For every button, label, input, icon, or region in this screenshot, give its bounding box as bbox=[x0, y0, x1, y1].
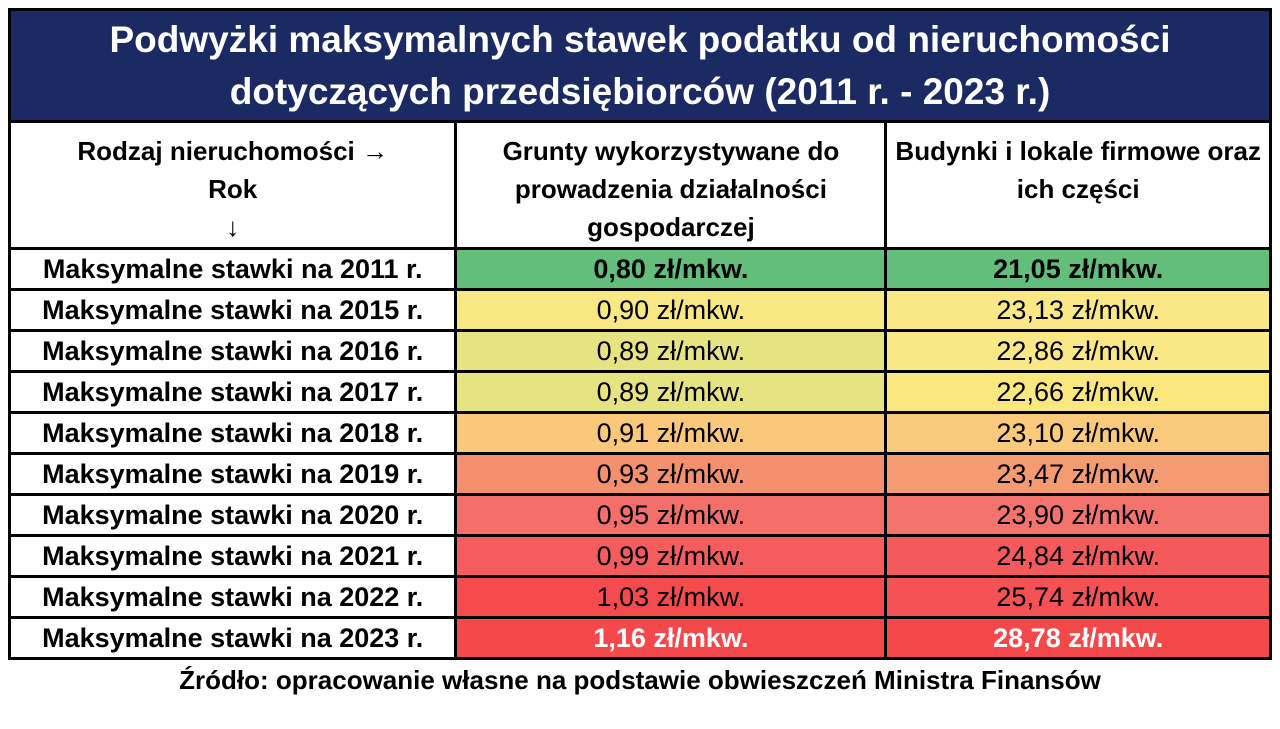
tax-rates-table: Rodzaj nieruchomości → Rok ↓ Grunty wyko… bbox=[7, 120, 1272, 660]
budynki-value: 21,05 zł/mkw. bbox=[884, 247, 1272, 291]
page-title-line2: dotyczących przedsiębiorców (2011 r. - 2… bbox=[229, 70, 1051, 112]
row-label: Maksymalne stawki na 2021 r. bbox=[7, 534, 458, 578]
grunty-value: 0,91 zł/mkw. bbox=[454, 411, 888, 455]
grunty-value: 0,80 zł/mkw. bbox=[454, 247, 888, 291]
table-row-2015: Maksymalne stawki na 2015 r. 0,90 zł/mkw… bbox=[7, 288, 1272, 332]
table-row-2017: Maksymalne stawki na 2017 r. 0,89 zł/mkw… bbox=[7, 370, 1272, 414]
budynki-value: 22,86 zł/mkw. bbox=[884, 329, 1272, 373]
table-row-2022: Maksymalne stawki na 2022 r. 1,03 zł/mkw… bbox=[7, 575, 1272, 619]
budynki-value: 23,90 zł/mkw. bbox=[884, 493, 1272, 537]
budynki-value: 22,66 zł/mkw. bbox=[884, 370, 1272, 414]
source-note: Źródło: opracowanie własne na podstawie … bbox=[179, 665, 1101, 695]
row-label: Maksymalne stawki na 2018 r. bbox=[7, 411, 458, 455]
table-row-2023: Maksymalne stawki na 2023 r. 1,16 zł/mkw… bbox=[7, 616, 1272, 660]
header-grunty: Grunty wykorzystywane do prowadzenia dzi… bbox=[454, 120, 888, 250]
row-label: Maksymalne stawki na 2015 r. bbox=[7, 288, 458, 332]
table-row-2019: Maksymalne stawki na 2019 r. 0,93 zł/mkw… bbox=[7, 452, 1272, 496]
row-label: Maksymalne stawki na 2019 r. bbox=[7, 452, 458, 496]
table-row-2016: Maksymalne stawki na 2016 r. 0,89 zł/mkw… bbox=[7, 329, 1272, 373]
page-title: Podwyżki maksymalnych stawek podatku od … bbox=[8, 8, 1272, 120]
row-label: Maksymalne stawki na 2020 r. bbox=[7, 493, 458, 537]
row-label: Maksymalne stawki na 2017 r. bbox=[7, 370, 458, 414]
row-label: Maksymalne stawki na 2022 r. bbox=[7, 575, 458, 619]
header-rodzaj-rok: Rodzaj nieruchomości → Rok ↓ bbox=[7, 120, 458, 250]
grunty-value: 0,99 zł/mkw. bbox=[454, 534, 888, 578]
infographic: Podwyżki maksymalnych stawek podatku od … bbox=[7, 8, 1272, 695]
grunty-value: 0,95 zł/mkw. bbox=[454, 493, 888, 537]
grunty-value: 0,90 zł/mkw. bbox=[454, 288, 888, 332]
table-row-2021: Maksymalne stawki na 2021 r. 0,99 zł/mkw… bbox=[7, 534, 1272, 578]
budynki-value: 23,13 zł/mkw. bbox=[884, 288, 1272, 332]
budynki-value: 23,10 zł/mkw. bbox=[884, 411, 1272, 455]
grunty-value: 1,03 zł/mkw. bbox=[454, 575, 888, 619]
budynki-value: 24,84 zł/mkw. bbox=[884, 534, 1272, 578]
row-label: Maksymalne stawki na 2023 r. bbox=[7, 616, 458, 660]
row-label: Maksymalne stawki na 2011 r. bbox=[7, 247, 458, 291]
budynki-value: 23,47 zł/mkw. bbox=[884, 452, 1272, 496]
page-title-line1: Podwyżki maksymalnych stawek podatku od … bbox=[109, 18, 1171, 60]
grunty-value: 0,89 zł/mkw. bbox=[454, 329, 888, 373]
header-row: Rodzaj nieruchomości → Rok ↓ Grunty wyko… bbox=[7, 120, 1272, 250]
grunty-value: 0,93 zł/mkw. bbox=[454, 452, 888, 496]
arrow-down-icon: ↓ bbox=[226, 212, 240, 242]
grunty-value: 0,89 zł/mkw. bbox=[454, 370, 888, 414]
table-row-2020: Maksymalne stawki na 2020 r. 0,95 zł/mkw… bbox=[7, 493, 1272, 537]
row-label: Maksymalne stawki na 2016 r. bbox=[7, 329, 458, 373]
grunty-value: 1,16 zł/mkw. bbox=[454, 616, 888, 660]
header-rodzaj-label: Rodzaj nieruchomości → bbox=[77, 136, 388, 166]
header-budynki: Budynki i lokale firmowe oraz ich części bbox=[884, 120, 1272, 250]
header-rok-label: Rok bbox=[208, 174, 258, 204]
table-row-2011: Maksymalne stawki na 2011 r. 0,80 zł/mkw… bbox=[7, 247, 1272, 291]
budynki-value: 25,74 zł/mkw. bbox=[884, 575, 1272, 619]
budynki-value: 28,78 zł/mkw. bbox=[884, 616, 1272, 660]
table-row-2018: Maksymalne stawki na 2018 r. 0,91 zł/mkw… bbox=[7, 411, 1272, 455]
